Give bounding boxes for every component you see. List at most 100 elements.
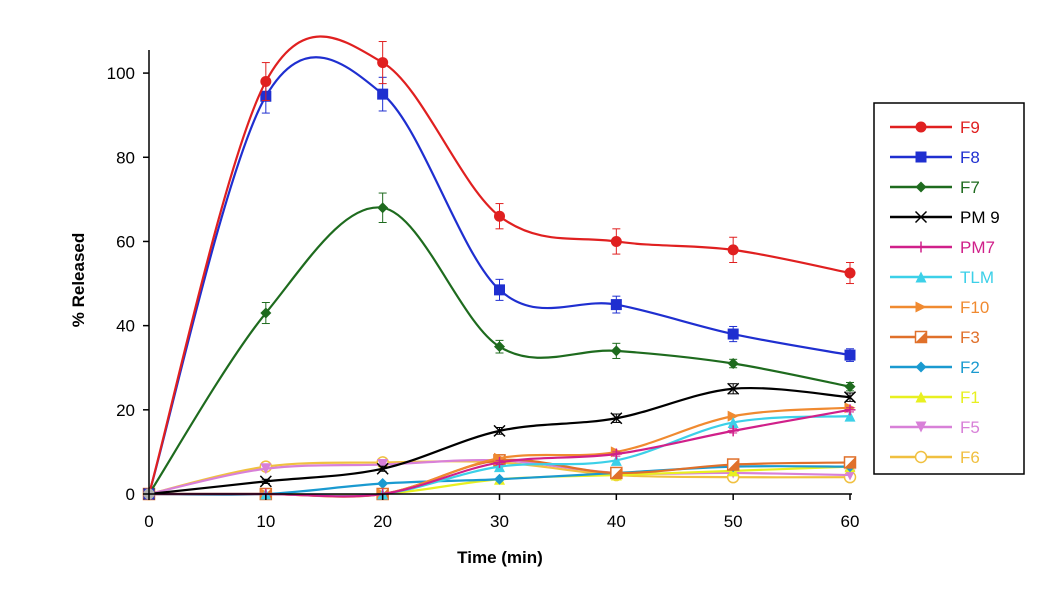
x-tick-label: 40 <box>607 512 626 531</box>
legend-item-f8: F8 <box>890 148 980 167</box>
series-line-f9 <box>147 35 851 495</box>
point-f9 <box>260 76 272 88</box>
legend-item-f7: F7 <box>890 178 980 197</box>
y-tick-label: 0 <box>126 485 135 504</box>
point-pm9 <box>376 462 389 475</box>
legend-item-f2: F2 <box>890 358 980 377</box>
point-f9 <box>377 57 389 69</box>
point-tlm <box>727 416 739 428</box>
point-f7 <box>377 202 389 214</box>
x-axis-title: Time (min) <box>457 548 543 567</box>
x-tick-label: 10 <box>256 512 275 531</box>
point-f7 <box>260 307 272 319</box>
legend-label-f5: F5 <box>960 418 980 437</box>
point-f5 <box>260 463 272 475</box>
legend-label-f1: F1 <box>960 388 980 407</box>
legend-label-pm9: PM 9 <box>960 208 1000 227</box>
y-tick-label: 80 <box>116 148 135 167</box>
point-pm9-b <box>610 412 623 425</box>
point-f7 <box>610 345 622 357</box>
point-pm9 <box>727 382 740 395</box>
legend-box <box>873 102 1025 475</box>
legend-marker-tlm <box>915 271 927 283</box>
series-f9 <box>143 35 856 500</box>
point-tlm <box>844 410 856 422</box>
legend-marker-f9 <box>915 121 927 133</box>
point-f9 <box>844 267 856 279</box>
point-pm9 <box>843 391 857 404</box>
x-tick-label: 50 <box>724 512 743 531</box>
series-line-f8 <box>147 56 851 495</box>
series-layer <box>142 35 857 501</box>
legend-marker-f1 <box>915 391 927 403</box>
point-f8 <box>610 299 622 311</box>
legend-marker-f10 <box>915 301 927 313</box>
legend-item-pm7: PM7 <box>890 238 995 257</box>
legend-marker-pm9-b <box>914 210 928 224</box>
series-f7 <box>143 192 856 500</box>
legend-marker-f6 <box>914 450 928 464</box>
legend-item-f6: F6 <box>890 448 980 467</box>
point-f2 <box>494 473 505 485</box>
legend-marker-f7 <box>915 181 927 193</box>
point-pm9-b <box>259 475 272 488</box>
legend-marker-f5 <box>915 421 927 433</box>
point-f3-fill <box>610 467 622 479</box>
point-tlm <box>610 454 622 466</box>
legend-marker-f3-fill <box>915 331 927 343</box>
legend-marker-f8 <box>915 151 927 163</box>
series-pm9 <box>142 382 857 501</box>
legend-label-tlm: TLM <box>960 268 994 287</box>
y-tick-label: 40 <box>116 317 135 336</box>
point-f8 <box>727 328 739 340</box>
point-f5 <box>377 459 389 471</box>
point-pm9 <box>493 424 506 437</box>
point-pm7 <box>727 425 739 437</box>
y-tick-label: 20 <box>116 401 135 420</box>
legend-marker-f3 <box>914 330 928 344</box>
point-pm9-b <box>727 382 740 395</box>
legend-label-f2: F2 <box>960 358 980 377</box>
legend-item-f1: F1 <box>890 388 980 407</box>
point-f5 <box>844 469 856 481</box>
point-f3 <box>726 458 740 471</box>
point-f8 <box>494 284 505 296</box>
y-tick-label: 60 <box>116 232 135 251</box>
ticks-layer: 0 10 20 30 40 50 60 0 20 40 60 80 100 <box>107 64 860 531</box>
point-f8 <box>844 349 856 361</box>
legend-label-f6: F6 <box>960 448 980 467</box>
x-tick-label: 0 <box>144 512 153 531</box>
point-pm9 <box>610 412 623 425</box>
point-f3 <box>610 466 623 480</box>
point-pm7 <box>610 448 622 460</box>
point-f3 <box>843 456 857 469</box>
legend-label-f9: F9 <box>960 118 980 137</box>
point-f9 <box>494 210 505 222</box>
legend: F9 F8 F7 PM 9 PM7 TLM F10 F3 F2 F1 F5 F6 <box>873 102 1025 475</box>
legend-marker-pm9 <box>914 210 928 224</box>
point-f2 <box>377 477 389 489</box>
point-pm9-b <box>493 424 506 437</box>
point-f10 <box>727 410 739 422</box>
series-pm7 <box>143 404 856 500</box>
x-tick-label: 20 <box>373 512 392 531</box>
legend-label-pm7: PM7 <box>960 238 995 257</box>
legend-label-f8: F8 <box>960 148 980 167</box>
legend-item-f5: F5 <box>890 418 980 437</box>
legend-item-f3: F3 <box>890 328 980 347</box>
x-tick-label: 60 <box>841 512 860 531</box>
legend-marker-f2 <box>915 361 927 373</box>
legend-item-f10: F10 <box>890 298 989 317</box>
y-axis-title: % Released <box>69 233 88 328</box>
point-f9 <box>610 235 622 247</box>
series-f10 <box>143 402 856 500</box>
point-pm9-b <box>843 391 857 404</box>
legend-label-f10: F10 <box>960 298 989 317</box>
point-f7 <box>844 381 856 393</box>
y-tick-label: 100 <box>107 64 135 83</box>
series-line-f7 <box>148 206 851 495</box>
point-f9 <box>727 244 739 256</box>
x-tick-label: 30 <box>490 512 509 531</box>
point-f7 <box>494 341 505 353</box>
